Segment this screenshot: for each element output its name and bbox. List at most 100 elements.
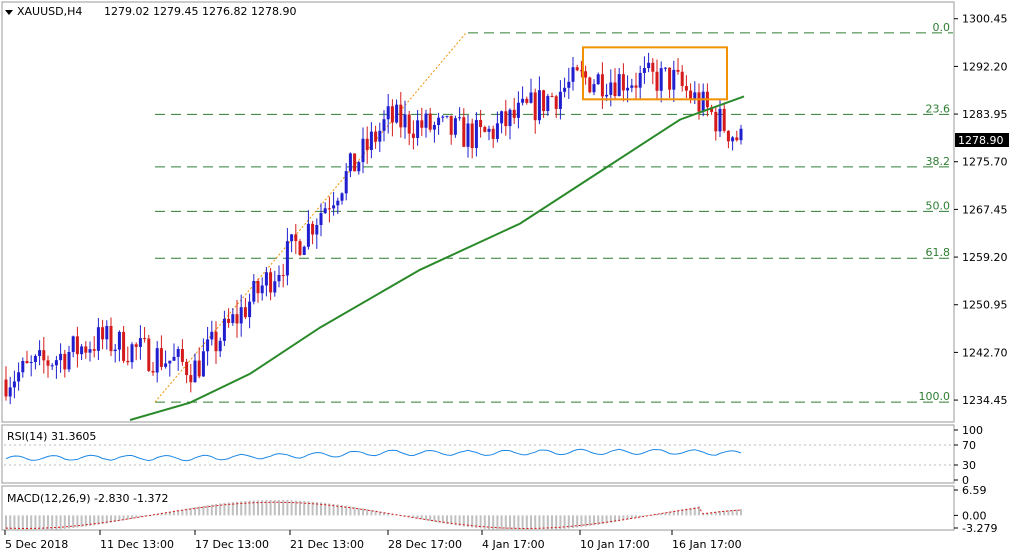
dropdown-arrow-icon[interactable] (5, 10, 13, 15)
candle-body (75, 336, 79, 355)
fib-level-label: 61.8 (926, 246, 951, 259)
time-axis: 5 Dec 2018 11 Dec 13:00 17 Dec 13:00 21 Dec… (4, 530, 742, 551)
candle-body (701, 91, 705, 112)
candle-body (29, 362, 33, 364)
macd-histogram-bar (227, 502, 230, 516)
candle-body (218, 340, 222, 352)
candle-body (54, 360, 58, 366)
macd-histogram-bar (656, 514, 658, 516)
candle-body (319, 213, 323, 226)
macd-histogram-bar (563, 515, 566, 529)
macd-histogram-bar (425, 515, 427, 521)
candle-body (214, 331, 218, 352)
candle-body (227, 318, 231, 323)
macd-histogram-bar (122, 515, 125, 521)
candle-body (180, 349, 184, 362)
candle-body (332, 205, 336, 209)
macd-histogram-bar (362, 508, 364, 516)
macd-histogram-bar (72, 515, 75, 529)
macd-histogram-bar (105, 515, 108, 524)
candle-body (113, 349, 117, 352)
macd-histogram-bar (147, 515, 150, 516)
macd-histogram-bar (706, 512, 709, 516)
macd-histogram-bar (698, 506, 700, 516)
candle-body (659, 68, 663, 91)
candle-body (38, 350, 42, 356)
macd-histogram-bar (710, 512, 713, 516)
candle-body (365, 138, 369, 150)
macd-histogram-bar (110, 515, 112, 523)
candle-body (327, 208, 331, 210)
macd-histogram-bar (458, 515, 461, 526)
candle-body (600, 74, 604, 97)
candle-body (546, 96, 550, 112)
macd-histogram-bar (126, 515, 129, 520)
candle-body (638, 72, 642, 88)
macd-histogram-bar (17, 515, 20, 531)
candle-body (353, 153, 357, 172)
macd-histogram-bar (282, 500, 285, 516)
macd-histogram-bar (51, 515, 54, 530)
macd-histogram-bar (538, 515, 541, 531)
price-tick-label: 1267.45 (962, 203, 1008, 216)
candle-body (290, 234, 294, 242)
macd-histogram-bar (307, 501, 310, 516)
symbol-label: XAUUSD,H4 (17, 5, 82, 18)
macd-histogram-bar (391, 513, 394, 516)
macd-histogram-bar (546, 515, 549, 531)
candle-body (67, 352, 71, 370)
candle-body (369, 131, 373, 150)
candle-body (201, 351, 205, 377)
macd-histogram-bar (651, 514, 654, 516)
candle-body (521, 98, 525, 103)
candle-body (487, 128, 491, 132)
macd-histogram-bar (68, 515, 70, 529)
candle-body (151, 370, 155, 373)
candle-body (424, 113, 428, 128)
macd-histogram-bar (420, 515, 423, 520)
price-tick-label: 1250.95 (962, 299, 1008, 312)
macd-histogram-bar (660, 513, 663, 516)
macd-histogram-bar (26, 515, 28, 531)
candle-body (596, 74, 600, 85)
candle-body (252, 281, 256, 302)
macd-histogram-bar (189, 507, 192, 516)
macd-histogram-bar (215, 504, 217, 516)
candle-body (407, 114, 411, 134)
rsi-panel-frame (1, 424, 955, 484)
candle-body (411, 133, 415, 138)
macd-histogram-bar (462, 515, 465, 527)
macd-histogram-bar (416, 515, 419, 519)
macd-histogram-bar (252, 500, 255, 516)
macd-histogram-bar (551, 515, 553, 530)
macd-histogram-bar (374, 510, 377, 516)
macd-histogram-bar (118, 515, 121, 522)
macd-histogram-bar (580, 515, 583, 528)
candle-body (647, 62, 651, 69)
macd-histogram-bar (257, 500, 259, 516)
macd-histogram-bar (735, 509, 738, 516)
candle-body (626, 87, 630, 91)
fib-level-label: 23.6 (926, 102, 951, 115)
macd-histogram-bar (202, 505, 205, 516)
candle-body (285, 241, 289, 276)
fib-level-label: 100.0 (919, 390, 951, 403)
macd-histogram-bar (689, 507, 692, 516)
candle-body (609, 82, 613, 95)
macd-histogram-bar (21, 515, 24, 531)
macd-histogram-bar (681, 509, 684, 516)
candle-body (613, 82, 617, 97)
candle-body (651, 62, 655, 72)
macd-histogram-bar (324, 502, 327, 516)
macd-histogram-bar (714, 511, 717, 516)
macd-histogram-bar (542, 515, 545, 531)
macd-histogram-bar (429, 515, 432, 522)
macd-histogram-bar (194, 507, 196, 516)
macd-histogram-bar (244, 501, 247, 516)
candle-body (256, 281, 260, 294)
macd-histogram-bar (177, 510, 180, 516)
candle-body (697, 92, 701, 112)
candle-body (663, 67, 667, 69)
candle-body (168, 360, 172, 364)
